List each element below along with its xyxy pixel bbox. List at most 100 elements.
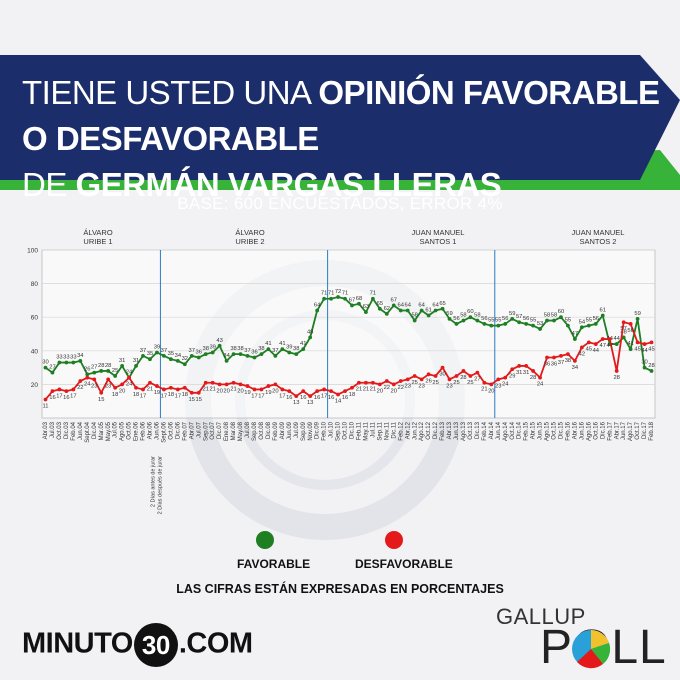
data-point xyxy=(168,357,173,362)
x-tick-label: Abr.17 xyxy=(614,421,620,439)
x-tick-label: Jun.12 xyxy=(412,421,418,440)
data-point xyxy=(113,374,118,378)
data-point xyxy=(148,380,152,385)
data-label: 31 xyxy=(523,370,529,376)
data-point xyxy=(301,347,306,352)
data-point xyxy=(503,375,508,380)
x-tick-label: May.11 xyxy=(363,421,369,440)
data-point xyxy=(566,352,570,357)
x-tick-label: Ago.16 xyxy=(586,421,592,441)
data-label: 44 xyxy=(613,336,620,342)
title-line1-bold: OPINIÓN FAVORABLE O DESFAVORABLE xyxy=(22,74,660,157)
percentage-note: LAS CIFRAS ESTÁN EXPRESADAS EN PORCENTAJ… xyxy=(176,582,504,596)
data-point xyxy=(315,389,320,394)
data-label: 21 xyxy=(356,387,362,393)
data-label: 38 xyxy=(202,346,208,352)
x-tick-label: Ago.05 xyxy=(120,421,126,441)
data-label: 25 xyxy=(112,368,118,374)
data-label: 67 xyxy=(391,297,397,303)
x-tick-label: Mar.08 xyxy=(231,421,237,440)
data-point xyxy=(579,345,584,350)
data-label: 18 xyxy=(168,392,174,398)
data-label: 28 xyxy=(98,363,104,369)
data-label: 36 xyxy=(196,350,202,356)
data-point xyxy=(377,382,382,387)
data-label: 21 xyxy=(363,387,369,393)
data-point xyxy=(398,308,403,313)
data-point xyxy=(433,374,438,378)
data-point xyxy=(635,316,640,321)
data-label: 41 xyxy=(265,341,271,347)
data-label: 24 xyxy=(126,382,133,388)
data-label: 20 xyxy=(391,388,397,394)
data-point xyxy=(412,374,417,378)
data-point xyxy=(196,355,201,360)
poll-pie-icon xyxy=(572,630,611,669)
data-label: 44 xyxy=(641,348,648,354)
data-point xyxy=(524,322,529,326)
data-point xyxy=(308,394,313,399)
data-label: 17 xyxy=(175,393,181,399)
data-label: 56 xyxy=(481,316,487,322)
data-point xyxy=(273,353,278,358)
data-label: 17 xyxy=(258,393,264,399)
data-label: 13 xyxy=(293,400,299,406)
x-tick-label: Abr.15 xyxy=(531,421,537,439)
data-point xyxy=(607,337,612,341)
data-point xyxy=(85,372,90,377)
data-point xyxy=(510,316,515,321)
data-point xyxy=(384,311,389,316)
data-label: 24 xyxy=(84,382,91,388)
data-point xyxy=(127,375,131,380)
data-label: 38 xyxy=(565,358,571,364)
data-label: 58 xyxy=(544,313,550,319)
data-label: 17 xyxy=(251,393,257,399)
data-label: 23 xyxy=(446,383,452,389)
data-point xyxy=(538,375,542,380)
data-point xyxy=(586,340,591,345)
data-label: 23 xyxy=(418,383,424,389)
x-tick-label: Sep.08 xyxy=(252,421,258,441)
x-tick-label: Abr.16 xyxy=(572,421,578,439)
data-point xyxy=(189,353,194,358)
data-point xyxy=(308,335,313,340)
logo-suffix: .COM xyxy=(178,627,253,660)
x-tick-label: Oct.06 xyxy=(168,421,174,439)
x-tick-label: Sep.10 xyxy=(336,421,342,441)
data-label: 26 xyxy=(425,378,431,384)
data-label: 29 xyxy=(509,373,515,379)
data-label: 65 xyxy=(439,301,445,307)
data-label: 17 xyxy=(56,393,62,399)
data-point xyxy=(628,322,633,326)
data-label: 57 xyxy=(620,326,626,332)
data-point xyxy=(642,342,647,346)
data-point xyxy=(329,389,333,394)
x-extra-label: 2 Días después de jurar xyxy=(157,456,163,515)
data-label: 41 xyxy=(300,341,306,347)
x-tick-label: Feb.14 xyxy=(482,421,488,440)
x-tick-label: Feb.12 xyxy=(398,421,404,440)
data-point xyxy=(148,357,152,362)
data-point xyxy=(273,382,278,387)
data-label: 37 xyxy=(244,348,250,354)
x-tick-label: Dic.03 xyxy=(64,421,70,439)
x-tick-label: Ago.15 xyxy=(545,421,551,441)
y-tick-label: 40 xyxy=(31,348,39,355)
data-label: 15 xyxy=(98,397,104,403)
data-label: 21 xyxy=(209,387,215,393)
data-label: 39 xyxy=(286,344,292,350)
data-point xyxy=(43,397,48,402)
data-point xyxy=(210,350,215,355)
data-label: 27 xyxy=(474,377,480,383)
data-point xyxy=(141,387,145,392)
data-label: 47 xyxy=(606,343,612,349)
data-label: 34 xyxy=(572,365,579,371)
data-label: 45 xyxy=(586,346,592,352)
data-label: 42 xyxy=(579,351,585,357)
x-tick-label: Mar.05 xyxy=(99,421,105,440)
data-point xyxy=(614,342,619,346)
x-tick-label: Sep.11 xyxy=(377,421,383,440)
data-point xyxy=(642,365,647,370)
data-point xyxy=(134,385,138,390)
data-label: 60 xyxy=(558,309,564,315)
